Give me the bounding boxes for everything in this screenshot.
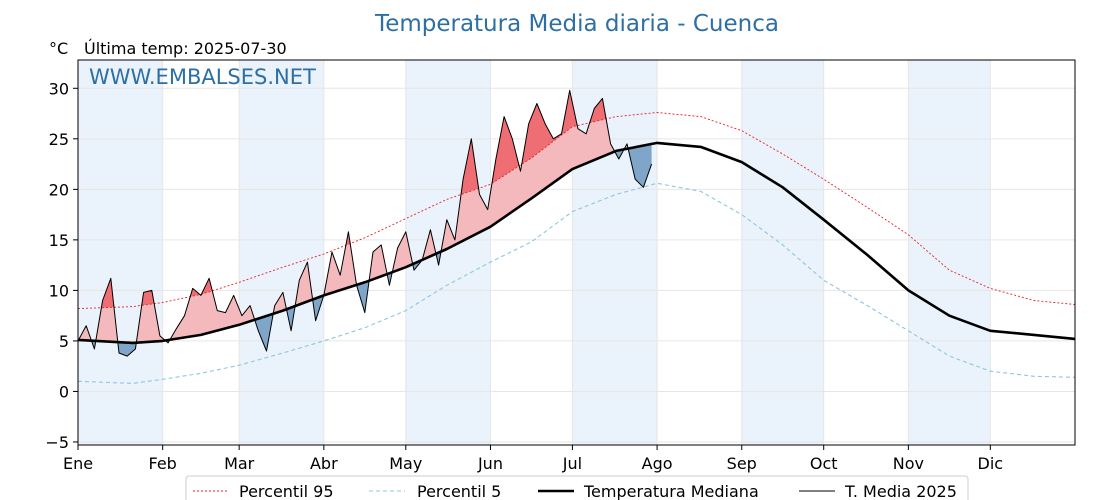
last-temp-label: Última temp: 2025-07-30: [84, 39, 287, 58]
x-tick-label: Jun: [477, 454, 503, 473]
x-tick-label: Nov: [893, 454, 924, 473]
y-tick-label: 15: [49, 231, 69, 250]
series-line-p5: [77, 182, 1076, 384]
y-tick-label: 10: [49, 281, 69, 300]
x-tick-label: Ago: [642, 454, 673, 473]
y-tick-label: 30: [49, 79, 69, 98]
y-tick-label: 5: [59, 332, 69, 351]
x-tick-label: Oct: [810, 454, 838, 473]
y-tick-label: 0: [59, 382, 69, 401]
y-tick-label: −5: [45, 433, 69, 452]
x-tick-label: Feb: [149, 454, 177, 473]
legend-label-p95: Percentil 95: [239, 482, 334, 500]
month-band: [741, 60, 824, 445]
legend: Percentil 95 Percentil 5 Temperatura Media…: [185, 475, 969, 500]
fill-above-p95: [78, 90, 652, 309]
month-band: [908, 60, 991, 445]
y-tick-label: 25: [49, 130, 69, 149]
x-tick-label: Mar: [224, 454, 255, 473]
month-band: [239, 60, 324, 445]
legend-label-median: Temperatura Mediana: [583, 482, 759, 500]
x-axis: Ene Feb Mar Abr May Jun Jul Ago Sep Oct Nov Dic: [63, 445, 1003, 473]
month-band: [78, 60, 163, 445]
legend-label-year: T. Media 2025: [844, 482, 957, 500]
x-tick-label: Jul: [562, 454, 582, 473]
x-tick-label: May: [389, 454, 422, 473]
x-tick-label: Dic: [978, 454, 1004, 473]
fill-below-median: [78, 143, 652, 357]
y-tick-label: 20: [49, 180, 69, 199]
series-line-year: [77, 89, 653, 357]
month-band: [405, 60, 491, 445]
x-tick-label: Sep: [727, 454, 757, 473]
x-tick-label: Ene: [63, 454, 93, 473]
month-band: [572, 60, 658, 445]
x-tick-label: Abr: [310, 454, 338, 473]
unit-label: °C: [49, 39, 68, 58]
month-bands: [78, 60, 991, 445]
legend-label-p5: Percentil 5: [417, 482, 501, 500]
anomaly-fills: [78, 90, 652, 357]
series-line-p95: [77, 112, 1076, 310]
legend-box: [185, 475, 969, 500]
chart-title: Temperatura Media diaria - Cuenca: [374, 11, 779, 37]
y-axis: −5 0 5 10 15 20 25 30: [45, 79, 78, 452]
series-lines: [77, 89, 1076, 384]
series-line-median: [77, 141, 1076, 345]
plot-frame: [77, 59, 1076, 446]
watermark: WWW.EMBALSES.NET: [89, 65, 316, 89]
